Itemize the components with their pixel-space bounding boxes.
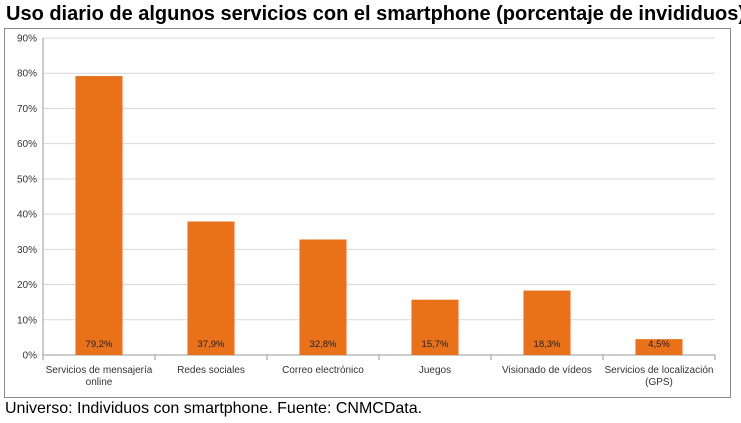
x-category-label: Servicios de mensajería <box>46 365 153 376</box>
y-tick-label: 80% <box>17 69 37 80</box>
y-tick-label: 30% <box>17 245 37 256</box>
y-tick-label: 20% <box>17 280 37 291</box>
y-tick-label: 50% <box>17 174 37 185</box>
data-label: 4,5% <box>648 339 670 350</box>
x-category-label: online <box>86 377 113 388</box>
x-category-label: (GPS) <box>645 377 673 388</box>
data-label: 18,3% <box>534 339 561 350</box>
x-category-label: Juegos <box>419 365 451 376</box>
chart-frame <box>4 28 731 398</box>
x-category-label: Redes sociales <box>177 365 245 376</box>
bar <box>75 76 123 355</box>
x-category-label: Visionado de vídeos <box>502 365 592 376</box>
y-tick-label: 90% <box>17 34 37 45</box>
y-tick-label: 0% <box>23 351 38 362</box>
bar <box>635 339 683 355</box>
y-tick-label: 40% <box>17 210 37 221</box>
bar <box>523 290 571 355</box>
x-category-label: Correo electrónico <box>282 365 364 376</box>
data-label: 79,2% <box>86 339 113 350</box>
bar <box>411 299 459 355</box>
x-category-label: Servicios de localización <box>605 365 714 376</box>
y-tick-label: 70% <box>17 104 37 115</box>
chart-footer-note: Universo: Individuos con smartphone. Fue… <box>5 400 423 417</box>
data-label: 32,8% <box>310 339 337 350</box>
y-tick-label: 10% <box>17 315 37 326</box>
bar <box>299 239 347 355</box>
data-label: 15,7% <box>422 339 449 350</box>
bar <box>187 221 235 355</box>
chart-title: Uso diario de algunos servicios con el s… <box>6 3 741 25</box>
y-tick-label: 60% <box>17 139 37 150</box>
data-label: 37,9% <box>198 339 225 350</box>
